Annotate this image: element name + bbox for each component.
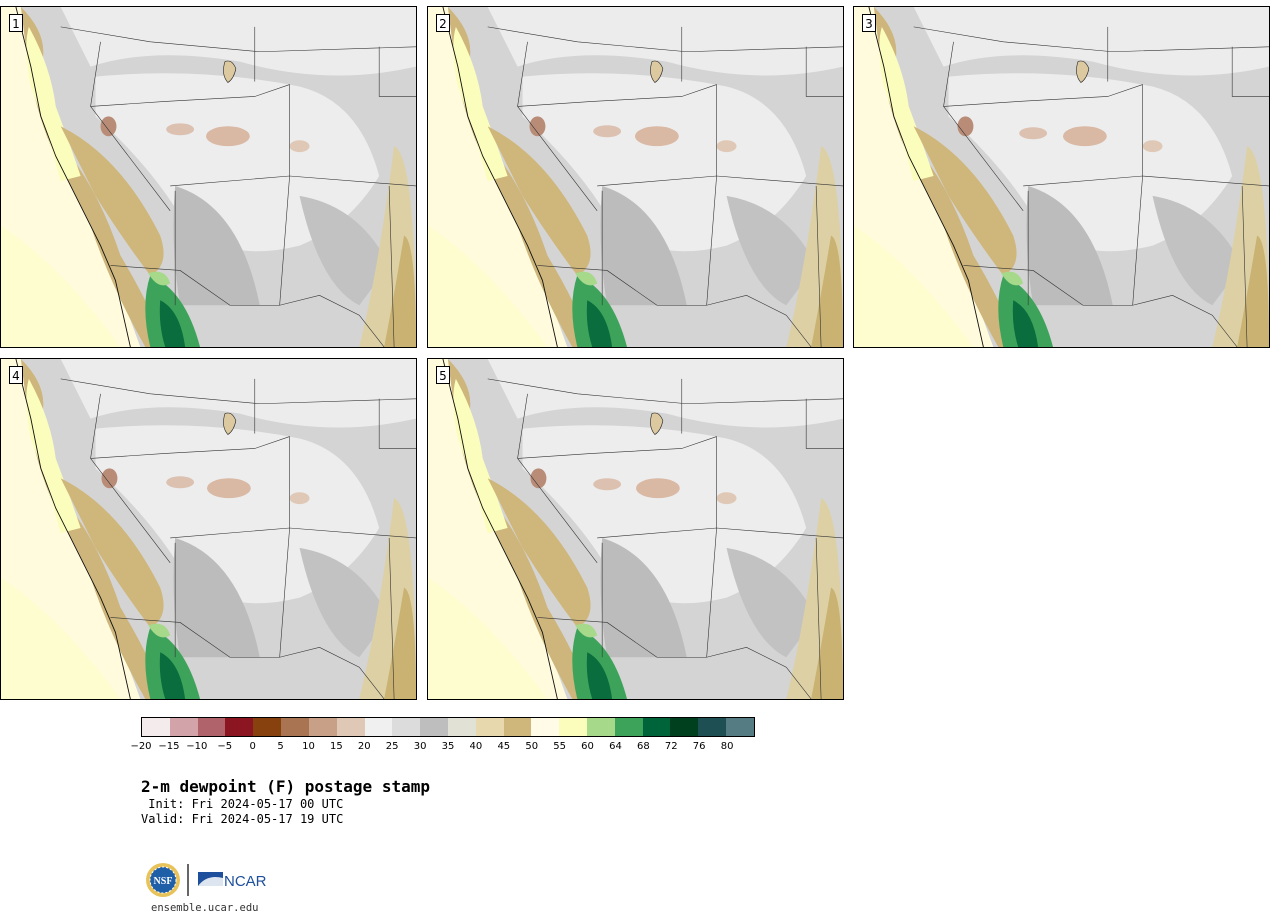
init-time: Init: Fri 2024-05-17 00 UTC — [141, 797, 344, 811]
nsf-ncar-logo: NSF NCAR — [146, 863, 267, 897]
colorbar-tick-label: 64 — [609, 741, 622, 752]
member-number-label: 3 — [862, 14, 876, 32]
colorbar-tick-label: 0 — [249, 741, 256, 752]
svg-text:NCAR: NCAR — [224, 873, 267, 890]
colorbar-swatch — [308, 718, 337, 736]
valid-time: Valid: Fri 2024-05-17 19 UTC — [141, 812, 344, 826]
colorbar-swatches — [141, 717, 755, 737]
ncar-logo-icon: NCAR — [198, 872, 267, 890]
svg-text:NSF: NSF — [154, 876, 173, 887]
colorbar-swatch — [447, 718, 476, 736]
ensemble-member-panel: 3 — [853, 6, 1270, 348]
colorbar-swatch — [698, 718, 727, 736]
colorbar-tick-label: −5 — [217, 741, 233, 752]
colorbar-tick-labels: −20 −15 −10 −5 0 5 10 15 20 25 30 35 40 45 50 55 60 64 68 7… — [130, 737, 755, 753]
colorbar-tick-label: 80 — [720, 741, 734, 752]
dewpoint-map — [428, 359, 843, 699]
colorbar-swatch — [197, 718, 226, 736]
colorbar-tick-label: 68 — [636, 741, 650, 752]
dewpoint-map — [854, 7, 1269, 347]
dewpoint-map — [1, 7, 416, 347]
colorbar-swatch — [642, 718, 671, 736]
colorbar-swatch — [142, 718, 170, 736]
ensemble-member-panel: 1 — [0, 6, 417, 348]
colorbar-swatch — [336, 718, 365, 736]
colorbar-swatch — [253, 718, 282, 736]
nsf-logo-icon: NSF — [146, 863, 180, 897]
ensemble-member-panel: 2 — [427, 6, 844, 348]
colorbar-swatch — [531, 718, 560, 736]
member-number-label: 1 — [9, 14, 23, 32]
figure-title: 2-m dewpoint (F) postage stamp — [141, 777, 430, 796]
member-number-label: 4 — [9, 366, 23, 384]
colorbar-swatch — [281, 718, 309, 736]
colorbar-swatch — [392, 718, 421, 736]
colorbar-tick-label: 55 — [553, 741, 566, 752]
member-number-label: 2 — [436, 14, 450, 32]
colorbar-tick-label: 30 — [413, 741, 427, 752]
colorbar-tick-label: 50 — [525, 741, 539, 752]
colorbar-swatch — [225, 718, 254, 736]
colorbar-swatch — [475, 718, 504, 736]
colorbar-tick-label: 35 — [441, 741, 455, 752]
colorbar-tick-label: 20 — [357, 741, 371, 752]
colorbar: −20 −15 −10 −5 0 5 10 15 20 25 30 35 40 45 50 55 60 64 68 7… — [130, 717, 755, 753]
colorbar-swatch — [587, 718, 615, 736]
colorbar-swatch — [559, 718, 587, 736]
colorbar-tick-label: 76 — [692, 741, 706, 752]
colorbar-tick-label: 15 — [329, 741, 343, 752]
colorbar-tick-label: 72 — [664, 741, 678, 752]
colorbar-swatch — [670, 718, 699, 736]
colorbar-tick-label: 25 — [385, 741, 399, 752]
colorbar-swatch — [503, 718, 532, 736]
site-url: ensemble.ucar.edu — [151, 902, 259, 914]
colorbar-swatch — [364, 718, 393, 736]
colorbar-tick-label: −15 — [158, 741, 180, 752]
colorbar-tick-label: 60 — [581, 741, 594, 752]
dewpoint-map — [428, 7, 843, 347]
colorbar-tick-label: −20 — [130, 741, 152, 752]
colorbar-tick-label: 45 — [497, 741, 511, 752]
colorbar-tick-label: 5 — [277, 741, 284, 752]
dewpoint-map — [1, 359, 416, 699]
ensemble-member-panel: 4 — [0, 358, 417, 700]
ensemble-member-panel: 5 — [427, 358, 844, 700]
colorbar-swatch — [169, 718, 198, 736]
colorbar-tick-label: 10 — [302, 741, 315, 752]
colorbar-swatch — [726, 718, 754, 736]
colorbar-swatch — [614, 718, 643, 736]
colorbar-swatch — [420, 718, 448, 736]
member-number-label: 5 — [436, 366, 450, 384]
colorbar-tick-label: −10 — [186, 741, 208, 752]
colorbar-tick-label: 40 — [469, 741, 483, 752]
